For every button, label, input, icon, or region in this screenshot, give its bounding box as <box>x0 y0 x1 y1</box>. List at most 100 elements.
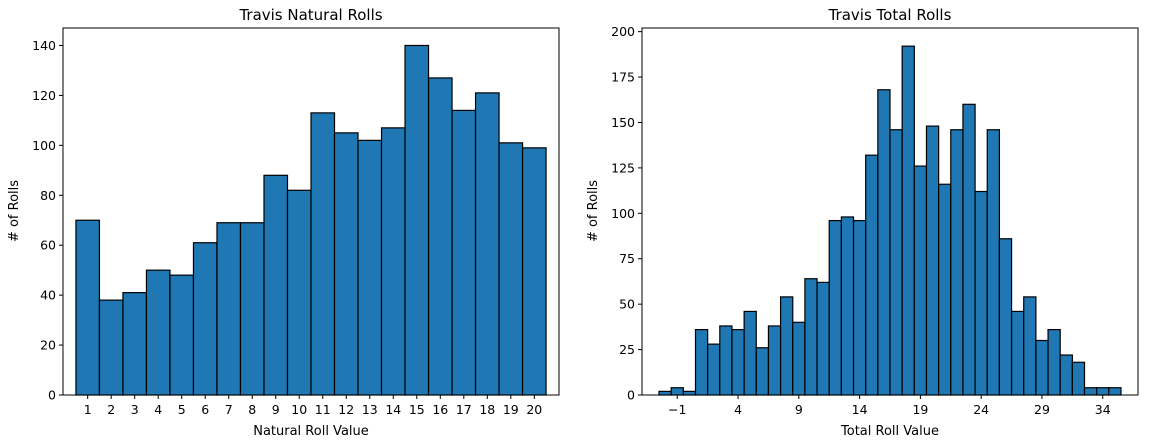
chart-title: Travis Total Rolls <box>828 6 952 24</box>
y-tick-label: 50 <box>619 297 635 312</box>
y-tick-label: 75 <box>619 251 635 266</box>
bar-11 <box>816 281 830 396</box>
bar-8 <box>239 222 265 396</box>
bar--1 <box>670 387 684 396</box>
bar-32 <box>1071 361 1086 396</box>
total-rolls-chart: Travis Total Rolls 0 25 50 75 100 125 150 175 20… <box>586 6 1139 439</box>
bar-28 <box>1023 296 1037 396</box>
x-tick-label: 20 <box>526 402 542 417</box>
x-tick-label: 24 <box>973 402 989 417</box>
x-tick-label: 16 <box>432 402 448 417</box>
bar-19 <box>913 165 928 396</box>
bar-16 <box>877 89 891 396</box>
y-axis-label: # of Rolls <box>7 180 22 242</box>
bar-17 <box>451 109 477 396</box>
y-tick-label: 25 <box>619 342 635 357</box>
bar-3 <box>719 325 733 396</box>
bars <box>75 44 547 396</box>
bar-24 <box>974 190 988 396</box>
y-tick-label: 120 <box>32 88 56 103</box>
x-tick-label: 14 <box>852 402 868 417</box>
bar-14 <box>852 219 867 396</box>
plot-frame <box>62 27 560 396</box>
bar-1 <box>75 219 101 396</box>
y-tick-label: 150 <box>611 115 635 130</box>
bar-33 <box>1083 387 1098 396</box>
bars <box>658 45 1122 396</box>
bar-30 <box>1047 328 1061 396</box>
x-tick-label: 9 <box>795 402 803 417</box>
x-tick-label: 19 <box>912 402 928 417</box>
bar-35 <box>1108 387 1122 396</box>
bar-12 <box>828 219 842 396</box>
bar-13 <box>357 139 383 396</box>
x-tick-label: 17 <box>456 402 472 417</box>
bar-2 <box>98 299 124 396</box>
x-tick-label: 5 <box>178 402 186 417</box>
bar-20 <box>521 147 547 396</box>
bar-26 <box>998 238 1013 396</box>
bar-18 <box>901 45 915 396</box>
bar-10 <box>804 278 818 396</box>
bar-14 <box>380 127 406 396</box>
bar-18 <box>474 92 500 396</box>
bar-15 <box>404 44 430 396</box>
x-tick-label: 13 <box>362 402 378 417</box>
x-tick-label: 12 <box>338 402 354 417</box>
x-axis-label: Natural Roll Value <box>253 424 369 439</box>
x-tick-label: 15 <box>409 402 425 417</box>
x-tick-label: 34 <box>1095 402 1111 417</box>
bar--2 <box>658 390 672 396</box>
x-tick-label: −1 <box>668 402 686 417</box>
x-tick-label: 1 <box>84 402 92 417</box>
y-axis-ticks: 0 20 40 60 80 100 120 140 <box>32 38 63 403</box>
x-tick-label: 8 <box>248 402 256 417</box>
bar-0 <box>682 390 697 396</box>
bar-21 <box>938 183 952 396</box>
y-tick-label: 40 <box>40 288 56 303</box>
bar-25 <box>986 129 1001 396</box>
bar-5 <box>169 274 195 396</box>
x-tick-label: 14 <box>385 402 401 417</box>
bar-13 <box>840 216 855 396</box>
bar-7 <box>767 325 782 396</box>
x-axis-ticks: 1 2 3 4 5 6 7 8 9 10 11 12 13 14 15 16 17 18 19 20 <box>84 395 542 417</box>
bar-2 <box>707 343 721 396</box>
bar-11 <box>310 112 336 396</box>
bar-12 <box>333 132 359 396</box>
y-tick-label: 60 <box>40 238 56 253</box>
x-tick-label: 19 <box>503 402 519 417</box>
x-tick-label: 2 <box>107 402 115 417</box>
x-tick-label: 29 <box>1034 402 1050 417</box>
x-tick-label: 3 <box>131 402 139 417</box>
bar-9 <box>263 174 289 396</box>
natural-rolls-chart: Travis Natural Rolls 020406080100120140 … <box>7 6 560 439</box>
y-tick-label: 125 <box>611 160 635 175</box>
bar-5 <box>743 310 757 396</box>
bar-27 <box>1010 310 1025 396</box>
y-tick-label: 100 <box>611 206 635 221</box>
bar-1 <box>694 328 709 396</box>
bar-31 <box>1059 354 1073 396</box>
chart-title: Travis Natural Rolls <box>238 6 382 24</box>
y-tick-label: 0 <box>48 388 56 403</box>
y-tick-label: 80 <box>40 188 56 203</box>
bar-16 <box>427 77 453 396</box>
x-tick-label: 4 <box>734 402 742 417</box>
x-tick-label: 7 <box>225 402 233 417</box>
bar-10 <box>286 189 312 396</box>
bar-6 <box>755 347 770 396</box>
y-tick-label: 20 <box>40 338 56 353</box>
x-tick-label: 11 <box>315 402 331 417</box>
x-tick-label: 4 <box>154 402 162 417</box>
bar-19 <box>498 142 524 396</box>
bar-3 <box>122 292 148 396</box>
x-tick-label: 10 <box>291 402 307 417</box>
bar-4 <box>145 269 171 396</box>
bar-15 <box>865 154 879 396</box>
bar-29 <box>1035 339 1049 396</box>
bar-6 <box>192 242 218 396</box>
x-axis-ticks: −1 4 9 14 19 24 29 34 <box>668 395 1111 417</box>
x-axis-label: Total Roll Value <box>840 424 939 439</box>
